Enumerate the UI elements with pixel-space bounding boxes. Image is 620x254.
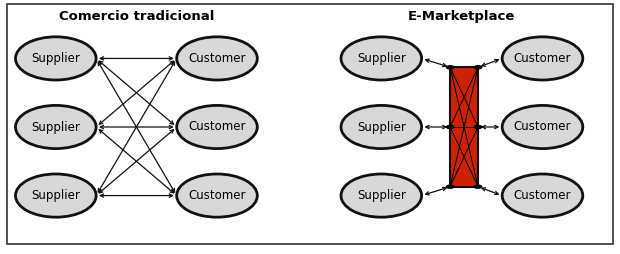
FancyArrowPatch shape	[100, 194, 172, 197]
FancyArrowPatch shape	[99, 130, 174, 193]
FancyArrowPatch shape	[100, 125, 172, 129]
Text: Supplier: Supplier	[32, 52, 80, 65]
FancyArrowPatch shape	[99, 61, 174, 124]
Text: Supplier: Supplier	[32, 189, 80, 202]
FancyArrowPatch shape	[99, 130, 174, 193]
FancyArrowPatch shape	[425, 187, 446, 195]
Ellipse shape	[341, 105, 422, 149]
Ellipse shape	[502, 105, 583, 149]
Ellipse shape	[502, 37, 583, 80]
FancyArrowPatch shape	[99, 61, 174, 124]
Ellipse shape	[177, 105, 257, 149]
Circle shape	[446, 125, 454, 129]
Text: Comercio tradicional: Comercio tradicional	[59, 10, 214, 23]
Text: Supplier: Supplier	[32, 120, 80, 134]
FancyArrowPatch shape	[482, 188, 498, 195]
Text: Customer: Customer	[188, 189, 246, 202]
FancyArrowPatch shape	[100, 57, 172, 60]
Ellipse shape	[16, 37, 96, 80]
FancyArrowPatch shape	[482, 59, 498, 66]
FancyArrowPatch shape	[98, 62, 175, 192]
Ellipse shape	[502, 174, 583, 217]
FancyArrowPatch shape	[98, 62, 175, 192]
Circle shape	[446, 66, 454, 69]
Circle shape	[446, 185, 454, 188]
Circle shape	[474, 185, 482, 188]
Text: Supplier: Supplier	[357, 120, 405, 134]
Text: Supplier: Supplier	[357, 52, 405, 65]
FancyArrowPatch shape	[482, 125, 498, 129]
Ellipse shape	[16, 174, 96, 217]
Text: Customer: Customer	[188, 120, 246, 134]
Ellipse shape	[177, 174, 257, 217]
FancyArrowPatch shape	[425, 59, 446, 67]
Circle shape	[474, 125, 482, 129]
Ellipse shape	[341, 174, 422, 217]
FancyArrowPatch shape	[426, 125, 446, 129]
Ellipse shape	[16, 105, 96, 149]
Text: Customer: Customer	[514, 52, 571, 65]
Ellipse shape	[341, 37, 422, 80]
Text: E-Marketplace: E-Marketplace	[408, 10, 516, 23]
Text: Customer: Customer	[188, 52, 246, 65]
Bar	[450, 67, 478, 187]
Text: Customer: Customer	[514, 189, 571, 202]
Ellipse shape	[177, 37, 257, 80]
Text: Supplier: Supplier	[357, 189, 405, 202]
Text: Customer: Customer	[514, 120, 571, 134]
Circle shape	[474, 66, 482, 69]
